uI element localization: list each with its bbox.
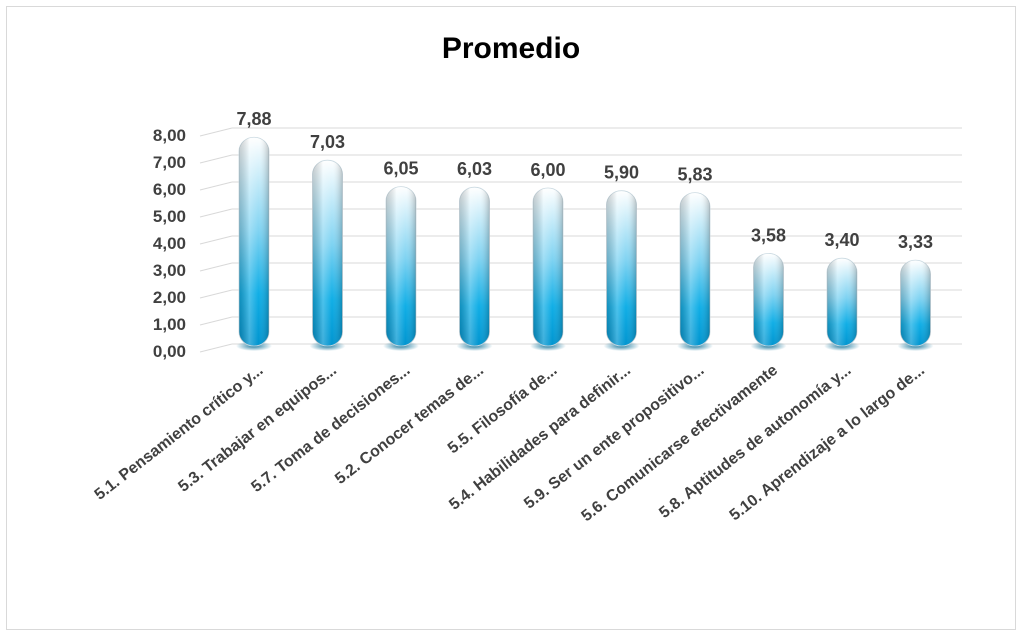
- gridline-diag: [199, 316, 233, 326]
- data-label: 6,05: [383, 159, 418, 179]
- bar: [677, 192, 713, 351]
- y-tick-label: 4,00: [153, 234, 186, 253]
- y-tick-label: 1,00: [153, 315, 186, 334]
- gridline-diag: [199, 262, 233, 272]
- data-label: 7,03: [310, 132, 345, 152]
- gridline-diag: [199, 235, 233, 245]
- bar-highlight: [606, 190, 637, 346]
- gridline-diag: [199, 289, 233, 299]
- x-tick-label: 5.2. Conocer temas de...: [332, 362, 487, 488]
- bar: [456, 186, 493, 351]
- y-tick-label: 3,00: [153, 261, 186, 280]
- gridline-diag: [199, 181, 233, 191]
- gridline-diag: [199, 127, 233, 137]
- data-labels: 7,88 7,03 6,05 6,03 6,00 5,90 5,83 3,58 3,40 3,33: [236, 109, 933, 252]
- bar: [236, 136, 272, 351]
- bar-highlight: [753, 253, 784, 346]
- x-axis: 5.1. Pensamiento crítico y...5.3. Trabaj…: [92, 362, 928, 525]
- bar: [824, 257, 860, 351]
- bar-highlight: [680, 192, 710, 346]
- chart-title: Promedio: [441, 32, 581, 65]
- data-label: 5,83: [677, 165, 712, 185]
- bar: [750, 252, 787, 351]
- bar: [603, 190, 640, 351]
- bar-highlight: [533, 188, 563, 346]
- bars: [236, 136, 934, 351]
- data-label: 7,88: [236, 109, 271, 129]
- data-label: 3,58: [751, 225, 786, 245]
- data-label: 5,90: [604, 163, 639, 183]
- bar: [383, 186, 419, 351]
- y-tick-label: 0,00: [153, 342, 186, 361]
- gridline-diag: [199, 343, 233, 353]
- data-label: 3,40: [824, 230, 859, 250]
- bar: [530, 187, 566, 351]
- gridline-diag: [199, 208, 233, 218]
- y-tick-label: 7,00: [153, 153, 186, 172]
- bar-highlight: [900, 260, 931, 346]
- y-tick-label: 5,00: [153, 207, 186, 226]
- bar: [897, 259, 934, 351]
- bar-highlight: [312, 160, 343, 346]
- data-label: 3,33: [898, 232, 933, 252]
- y-tick-label: 2,00: [153, 288, 186, 307]
- bar-highlight: [386, 186, 416, 346]
- data-label: 6,03: [457, 159, 492, 179]
- bar-highlight: [459, 187, 490, 346]
- bar-highlight: [239, 137, 269, 346]
- bar-highlight: [827, 258, 857, 346]
- y-tick-label: 8,00: [153, 126, 186, 145]
- gridline-diag: [199, 154, 233, 164]
- bar: [309, 159, 346, 351]
- y-tick-label: 6,00: [153, 180, 186, 199]
- data-label: 6,00: [530, 160, 565, 180]
- y-axis: 0,00 1,00 2,00 3,00 4,00 5,00 6,00 7,00 8,00: [153, 126, 186, 361]
